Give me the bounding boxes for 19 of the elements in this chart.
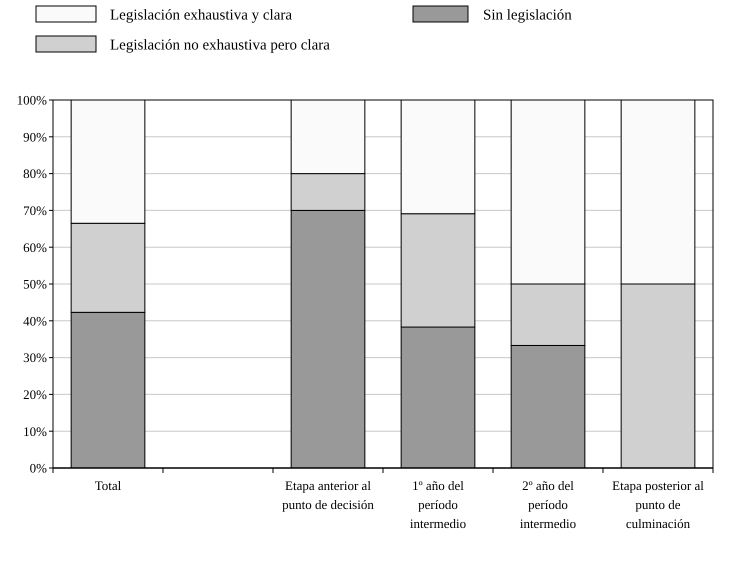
y-tick-label: 100% <box>16 92 48 108</box>
y-tick-label: 20% <box>23 386 48 402</box>
x-tick-label: Etapa posterior al punto de culminación <box>612 478 704 531</box>
legend-label: Legislación no exhaustiva pero clara <box>110 37 330 54</box>
x-tick-label: Total <box>94 478 122 493</box>
legend-label: Legislación exhaustiva y clara <box>110 7 292 24</box>
y-tick-label: 10% <box>23 424 48 439</box>
y-tick-label: 70% <box>23 202 48 218</box>
x-tick-label: 1º año del período intermedio <box>410 478 466 531</box>
y-tick-label: 30% <box>23 350 48 366</box>
y-tick-label: 90% <box>23 129 48 144</box>
y-tick-label: 0% <box>30 460 48 476</box>
x-tick-label: Etapa anterior al punto de decisión <box>282 478 374 512</box>
y-tick-label: 60% <box>23 240 48 255</box>
y-tick-label: 40% <box>23 313 48 328</box>
y-tick-label: 80% <box>23 166 48 182</box>
y-tick-label: 50% <box>23 276 48 292</box>
legend-label: Sin legislación <box>483 7 572 24</box>
x-tick-label: 2º año del período intermedio <box>520 478 576 531</box>
